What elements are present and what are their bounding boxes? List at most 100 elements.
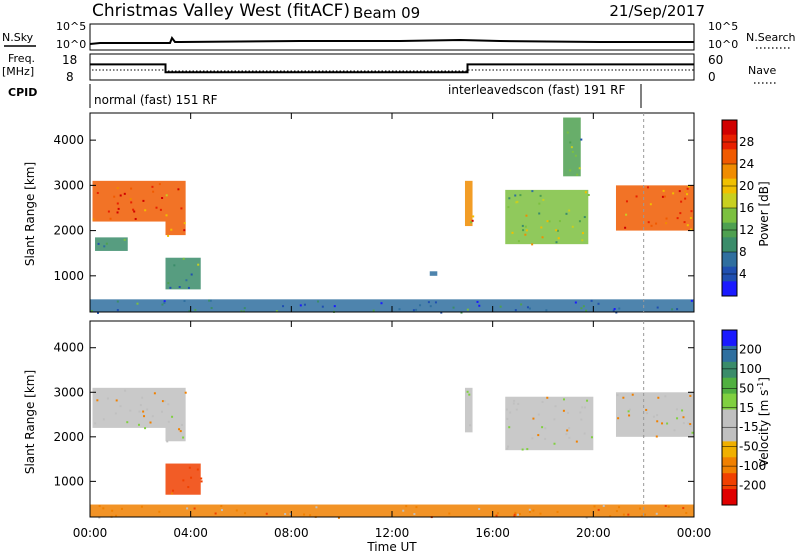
data-cell: [682, 422, 685, 425]
data-cell: [584, 191, 587, 194]
data-cell: [540, 226, 543, 229]
data-cell: [646, 186, 649, 189]
data-cell: [526, 448, 529, 451]
x-tick-label: 16:00: [475, 526, 510, 540]
data-cell: [627, 513, 630, 516]
velocity-panel: [89, 320, 695, 519]
y-tick-label: 1000: [53, 474, 84, 488]
data-cell: [665, 217, 668, 220]
data-cell: [167, 282, 170, 285]
data-cell: [517, 402, 520, 405]
data-cell: [531, 243, 534, 246]
data-cell: [515, 201, 518, 204]
y-tick-label: 4000: [53, 133, 84, 147]
data-cell: [512, 402, 515, 405]
data-cell: [638, 507, 641, 510]
cpid-label: CPID: [8, 86, 37, 99]
data-cell: [161, 400, 164, 403]
data-cell: [532, 417, 535, 420]
data-cell: [687, 422, 690, 425]
data-cell: [113, 195, 116, 198]
velocity-colorbar-swatch: [722, 425, 737, 442]
data-cell: [538, 212, 541, 215]
power-colorbar-tick-label: 24: [739, 157, 754, 171]
data-cell: [676, 308, 679, 311]
data-cell: [405, 505, 408, 508]
data-cell: [124, 389, 127, 392]
velocity-colorbar-tick-label: -100: [739, 459, 766, 473]
y-tick-label: 4000: [53, 341, 84, 355]
data-cell: [582, 305, 585, 308]
velocity-colorbar-swatch: [722, 393, 737, 411]
data-cell: [616, 394, 619, 397]
data-cell: [678, 190, 681, 193]
data-cell: [495, 514, 498, 517]
data-cell: [115, 514, 118, 517]
data-cell: [138, 410, 141, 413]
data-cell: [96, 191, 99, 194]
data-cell: [284, 513, 287, 516]
data-cell: [544, 437, 547, 440]
data-cell: [506, 417, 509, 420]
freq-panel: [89, 53, 695, 81]
data-cell: [244, 512, 247, 515]
data-cell: [574, 301, 577, 304]
data-cell: [163, 400, 166, 403]
data-cell: [539, 512, 542, 515]
data-cell: [468, 393, 471, 396]
x-axis-label: Time UT: [366, 540, 417, 554]
data-cell: [627, 410, 630, 413]
data-cell: [123, 238, 126, 241]
data-cell: [119, 405, 122, 408]
data-cell: [419, 304, 422, 307]
data-cell: [153, 392, 156, 395]
data-cell: [167, 420, 170, 423]
data-cell: [220, 505, 223, 508]
data-cell: [448, 512, 451, 515]
data-cell: [676, 417, 679, 420]
data-cell: [515, 408, 518, 411]
data-cell: [115, 399, 118, 402]
data-cell: [137, 423, 140, 426]
velocity-colorbar-swatch: [722, 330, 737, 347]
data-cell: [683, 221, 686, 224]
data-cell: [581, 239, 584, 242]
y-tick-label: 3000: [53, 385, 84, 399]
data-cell: [687, 185, 690, 188]
data-cell: [580, 307, 583, 310]
data-cell: [640, 515, 643, 518]
velocity-colorbar-swatch: [722, 489, 737, 506]
data-cell: [182, 479, 185, 482]
data-cell: [662, 189, 665, 192]
data-cell: [622, 513, 625, 516]
data-cell: [656, 420, 659, 423]
data-cell: [689, 423, 692, 426]
data-cell: [159, 208, 162, 211]
data-cell: [415, 506, 418, 509]
data-cell: [183, 300, 186, 303]
data-cell: [167, 234, 170, 237]
data-cell: [580, 418, 583, 421]
data-cell: [689, 228, 692, 231]
data-cell: [165, 463, 201, 495]
data-cell: [546, 220, 549, 223]
data-cell: [152, 190, 155, 193]
data-cell: [165, 194, 168, 197]
data-cell: [265, 512, 268, 515]
data-cell: [94, 422, 97, 425]
data-cell: [566, 411, 569, 414]
data-cell: [537, 434, 540, 437]
power-colorbar: 4 8 12 16 20 24 28: [721, 119, 754, 297]
data-cell: [180, 207, 183, 210]
data-cell: [566, 131, 569, 134]
data-cell: [655, 512, 658, 515]
data-cell: [171, 489, 174, 492]
data-cell: [541, 426, 544, 429]
data-cell: [581, 232, 584, 235]
data-cell: [129, 409, 132, 412]
data-cell: [569, 169, 572, 172]
data-cell: [139, 404, 142, 407]
data-cell: [650, 224, 653, 227]
data-cell: [664, 505, 667, 508]
x-tick-label: 00:00: [677, 526, 712, 540]
